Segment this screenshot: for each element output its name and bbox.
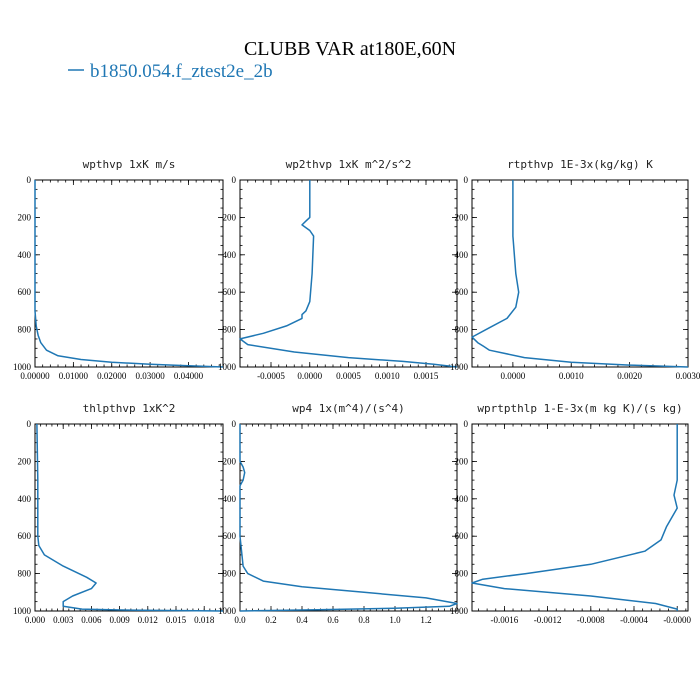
series-line bbox=[239, 180, 458, 368]
x-tick-label: -0.0004 bbox=[620, 615, 648, 625]
y-tick-label: 200 bbox=[18, 456, 32, 466]
plot-frame bbox=[471, 423, 689, 612]
x-tick-label: 0.0 bbox=[234, 615, 246, 625]
x-tick-label: 0.04000 bbox=[174, 371, 204, 381]
y-tick-label: 1000 bbox=[13, 606, 32, 616]
x-tick-label: 1.2 bbox=[420, 615, 431, 625]
panel-6: wprtpthlp 1-E-3x(m kg K)/(s kg) 0 200 400 60… bbox=[450, 402, 692, 625]
x-tick-label: 0.000 bbox=[25, 615, 46, 625]
y-tick-label: 1000 bbox=[450, 606, 469, 616]
panel-title: wpthvp 1xK m/s bbox=[83, 158, 176, 171]
x-tick-label: 0.0010 bbox=[375, 371, 400, 381]
y-tick-label: 0 bbox=[27, 419, 32, 429]
x-tick-label: -0.0016 bbox=[491, 615, 519, 625]
plot-frame bbox=[471, 179, 689, 368]
x-tick-label: 0.009 bbox=[109, 615, 130, 625]
y-tick-label: 800 bbox=[455, 325, 469, 335]
x-tick-label: 0.00000 bbox=[20, 371, 50, 381]
figure-title: CLUBB VAR at180E,60N bbox=[244, 38, 456, 60]
panel-title: wp4 1x(m^4)/(s^4) bbox=[292, 402, 405, 415]
y-tick-label: 400 bbox=[455, 494, 469, 504]
panel-2: wp2thvp 1xK m^2/s^2 0 200 400 600 800 1000 -0.0… bbox=[218, 158, 458, 381]
y-tick-label: 800 bbox=[223, 325, 237, 335]
x-tick-label: 0.01000 bbox=[59, 371, 89, 381]
x-tick-label: 1.0 bbox=[389, 615, 401, 625]
y-tick-label: 600 bbox=[223, 287, 237, 297]
x-tick-label: 0.0005 bbox=[336, 371, 361, 381]
y-tick-label: 600 bbox=[223, 531, 237, 541]
x-tick-label: 0.0010 bbox=[559, 371, 584, 381]
x-tick-label: 0.0000 bbox=[500, 371, 525, 381]
panel-title: rtpthvp 1E-3x(kg/kg) K bbox=[507, 158, 653, 171]
x-tick-label: 0.02000 bbox=[97, 371, 127, 381]
plot-frame bbox=[34, 179, 224, 368]
series-line bbox=[471, 424, 678, 611]
y-tick-label: 0 bbox=[232, 175, 237, 185]
series-line bbox=[239, 424, 458, 612]
y-tick-label: 200 bbox=[18, 212, 32, 222]
y-tick-label: 0 bbox=[464, 175, 469, 185]
y-tick-label: 200 bbox=[223, 212, 237, 222]
y-tick-label: 800 bbox=[455, 569, 469, 579]
y-tick-label: 400 bbox=[18, 494, 32, 504]
panel-title: wp2thvp 1xK m^2/s^2 bbox=[286, 158, 412, 171]
x-tick-label: 0.012 bbox=[138, 615, 158, 625]
y-tick-label: 0 bbox=[464, 419, 469, 429]
x-tick-label: 0.2 bbox=[265, 615, 276, 625]
y-tick-label: 0 bbox=[232, 419, 237, 429]
y-tick-label: 400 bbox=[223, 250, 237, 260]
panel-3: rtpthvp 1E-3x(kg/kg) K 0 200 400 600 800 1000 0… bbox=[450, 158, 700, 381]
y-tick-label: 1000 bbox=[218, 606, 237, 616]
x-tick-label: -0.0005 bbox=[257, 371, 285, 381]
panel-title: wprtpthlp 1-E-3x(m kg K)/(s kg) bbox=[477, 402, 682, 415]
legend-label: b1850.054.f_ztest2e_2b bbox=[90, 61, 273, 82]
x-tick-label: 0.0000 bbox=[297, 371, 322, 381]
y-tick-label: 400 bbox=[455, 250, 469, 260]
panel-title: thlpthvp 1xK^2 bbox=[83, 402, 176, 415]
x-tick-label: 0.4 bbox=[296, 615, 308, 625]
x-tick-label: 0.0030 bbox=[676, 371, 700, 381]
y-tick-label: 1000 bbox=[13, 362, 32, 372]
y-tick-label: 600 bbox=[455, 531, 469, 541]
series-line bbox=[36, 423, 224, 612]
y-tick-label: 1000 bbox=[450, 362, 469, 372]
y-tick-label: 800 bbox=[18, 325, 32, 335]
y-tick-label: 800 bbox=[18, 569, 32, 579]
x-tick-label: 0.0020 bbox=[617, 371, 642, 381]
y-tick-label: 1000 bbox=[218, 362, 237, 372]
x-tick-label: 0.006 bbox=[81, 615, 102, 625]
y-tick-label: 400 bbox=[223, 494, 237, 504]
x-tick-label: 0.015 bbox=[166, 615, 187, 625]
plot-frame bbox=[239, 179, 458, 368]
x-tick-label: 0.018 bbox=[194, 615, 215, 625]
x-tick-label: 0.003 bbox=[53, 615, 74, 625]
y-tick-label: 800 bbox=[223, 569, 237, 579]
plot-frame bbox=[34, 423, 224, 612]
x-tick-label: 0.6 bbox=[327, 615, 339, 625]
y-tick-label: 400 bbox=[18, 250, 32, 260]
y-tick-label: 600 bbox=[455, 287, 469, 297]
y-tick-label: 600 bbox=[18, 531, 32, 541]
series-line bbox=[34, 180, 224, 368]
x-tick-label: -0.0012 bbox=[534, 615, 562, 625]
x-tick-label: -0.0000 bbox=[663, 615, 691, 625]
x-tick-label: -0.0008 bbox=[577, 615, 605, 625]
y-tick-label: 200 bbox=[455, 456, 469, 466]
x-tick-label: 0.8 bbox=[358, 615, 370, 625]
y-tick-label: 600 bbox=[18, 287, 32, 297]
y-tick-label: 200 bbox=[223, 456, 237, 466]
x-tick-label: 0.03000 bbox=[135, 371, 165, 381]
series-line bbox=[471, 180, 689, 368]
y-tick-label: 0 bbox=[27, 175, 32, 185]
y-tick-label: 200 bbox=[455, 212, 469, 222]
x-tick-label: 0.0015 bbox=[414, 371, 439, 381]
